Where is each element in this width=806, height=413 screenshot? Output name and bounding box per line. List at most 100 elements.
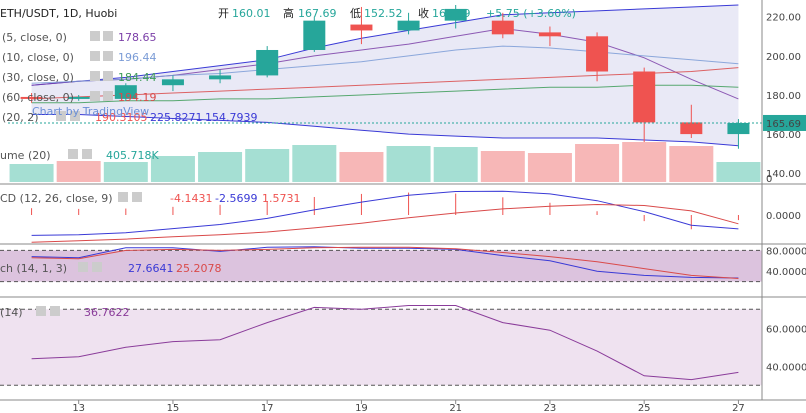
candle-body bbox=[727, 122, 750, 135]
volume-legend-name: ume (20) bbox=[0, 149, 51, 162]
ma-legend-value: 184.44 bbox=[118, 71, 157, 84]
rsi-legend-value: 36.7622 bbox=[84, 306, 130, 319]
candle-body bbox=[397, 20, 420, 31]
macd-legend-name: CD (12, 26, close, 9) bbox=[0, 192, 113, 205]
bollinger-lower-value: 154.7939 bbox=[205, 111, 258, 124]
x-axis-tick-label: 15 bbox=[167, 403, 180, 413]
volume-bar bbox=[480, 151, 525, 182]
volume-bar bbox=[622, 142, 667, 182]
x-axis-tick-label: 19 bbox=[355, 403, 368, 413]
volume-bar bbox=[716, 162, 761, 182]
price-axis-tick: 180.00 bbox=[766, 91, 801, 102]
candle-body bbox=[680, 122, 703, 135]
ma-legend-name: (5, close, 0) bbox=[2, 31, 67, 44]
close-icon bbox=[103, 31, 113, 41]
volume-legend-value: 405.718K bbox=[106, 149, 159, 162]
macd-line bbox=[31, 190, 739, 236]
volume-bar bbox=[56, 161, 101, 182]
bollinger-upper-value: 225.8271 bbox=[150, 111, 203, 124]
candle-body bbox=[256, 49, 279, 76]
rsi-band-fill bbox=[0, 309, 762, 386]
rsi-legend-name: (14) bbox=[0, 306, 23, 319]
x-axis-tick-label: 23 bbox=[544, 403, 557, 413]
ma-legend-value: 196.44 bbox=[118, 51, 157, 64]
settings-icon bbox=[68, 149, 78, 159]
price-axis-tick: 220.00 bbox=[766, 13, 801, 24]
price-axis-tick: 200.00 bbox=[766, 52, 801, 63]
candle-body bbox=[114, 85, 137, 99]
candle-body bbox=[444, 8, 467, 21]
ma-legend-value: 178.65 bbox=[118, 31, 157, 44]
header-symbol: ETH/USDT, 1D, Huobi bbox=[0, 7, 117, 20]
volume-bar bbox=[433, 147, 478, 182]
ma-legend-name: (60, close, 0) bbox=[2, 91, 74, 104]
settings-icon bbox=[56, 111, 66, 121]
volume-bar bbox=[386, 146, 431, 182]
candle-body bbox=[161, 79, 184, 86]
stochastic-k-line bbox=[31, 246, 739, 279]
price-axis-tick: 140.00 bbox=[766, 169, 801, 180]
ma-line-3 bbox=[31, 67, 739, 100]
volume-bar bbox=[292, 145, 337, 182]
close-icon bbox=[82, 149, 92, 159]
candle-body bbox=[586, 36, 609, 72]
bollinger-upper-line bbox=[31, 4, 739, 86]
signal-line bbox=[31, 203, 739, 243]
rsi-line bbox=[31, 305, 739, 381]
header-high-label: 高 bbox=[283, 6, 294, 20]
candle-body bbox=[303, 20, 326, 50]
header-close-label: 收 bbox=[418, 6, 429, 20]
macd-value: -4.1431 bbox=[170, 192, 212, 205]
close-icon bbox=[132, 192, 142, 202]
volume-bar bbox=[103, 162, 148, 182]
settings-icon bbox=[36, 306, 46, 316]
header-low: 152.52 bbox=[364, 7, 403, 20]
candle-body bbox=[538, 32, 561, 37]
x-axis-tick-label: 13 bbox=[72, 403, 85, 413]
header-high: 167.69 bbox=[298, 7, 337, 20]
settings-icon bbox=[90, 71, 100, 81]
volume-bar bbox=[9, 164, 54, 182]
last-price-label: 165.69 bbox=[766, 119, 801, 130]
close-icon bbox=[50, 306, 60, 316]
candle-body bbox=[633, 71, 656, 123]
header-close: 165.69 bbox=[432, 7, 471, 20]
volume-bar bbox=[527, 153, 572, 182]
close-icon bbox=[103, 51, 113, 61]
bollinger-lower-line bbox=[31, 114, 739, 147]
stochastic-d-value: 25.2078 bbox=[176, 262, 222, 275]
signal-value: -2.5699 bbox=[215, 192, 257, 205]
close-icon bbox=[103, 71, 113, 81]
candle-body bbox=[491, 20, 514, 35]
header-open-label: 开 bbox=[218, 7, 229, 20]
stochastic-d-line bbox=[31, 246, 739, 279]
volume-bar bbox=[198, 152, 243, 182]
rsi-axis-tick: 40.0000 bbox=[766, 362, 806, 373]
settings-icon bbox=[90, 31, 100, 41]
stochastic-band-fill bbox=[0, 250, 762, 282]
settings-icon bbox=[90, 51, 100, 61]
settings-icon bbox=[90, 91, 100, 101]
header-open: 160.01 bbox=[232, 7, 271, 20]
settings-icon bbox=[78, 262, 88, 272]
volume-bar bbox=[150, 156, 195, 182]
macd-axis-tick: 0.0000 bbox=[766, 211, 801, 222]
header-change: +5.75 (+3.60%) bbox=[486, 7, 576, 20]
x-axis-tick-label: 17 bbox=[261, 403, 274, 413]
last-price-badge bbox=[763, 114, 806, 131]
volume-bar bbox=[339, 152, 384, 182]
stochastic-k-value: 27.6641 bbox=[128, 262, 174, 275]
ma-line-1 bbox=[31, 45, 739, 84]
bollinger-band-fill bbox=[31, 5, 739, 146]
volume-bar bbox=[669, 146, 714, 182]
candle-body bbox=[20, 96, 43, 99]
stochastic-axis-tick: 80.0000 bbox=[766, 246, 806, 257]
bollinger-basis-value: 190.3105 bbox=[95, 111, 148, 124]
close-icon bbox=[70, 111, 80, 121]
header-low-label: 低 bbox=[350, 7, 361, 20]
stochastic-legend-name: ch (14, 1, 3) bbox=[0, 262, 67, 275]
close-icon bbox=[92, 262, 102, 272]
watermark: Chart by TradingView bbox=[32, 105, 149, 118]
